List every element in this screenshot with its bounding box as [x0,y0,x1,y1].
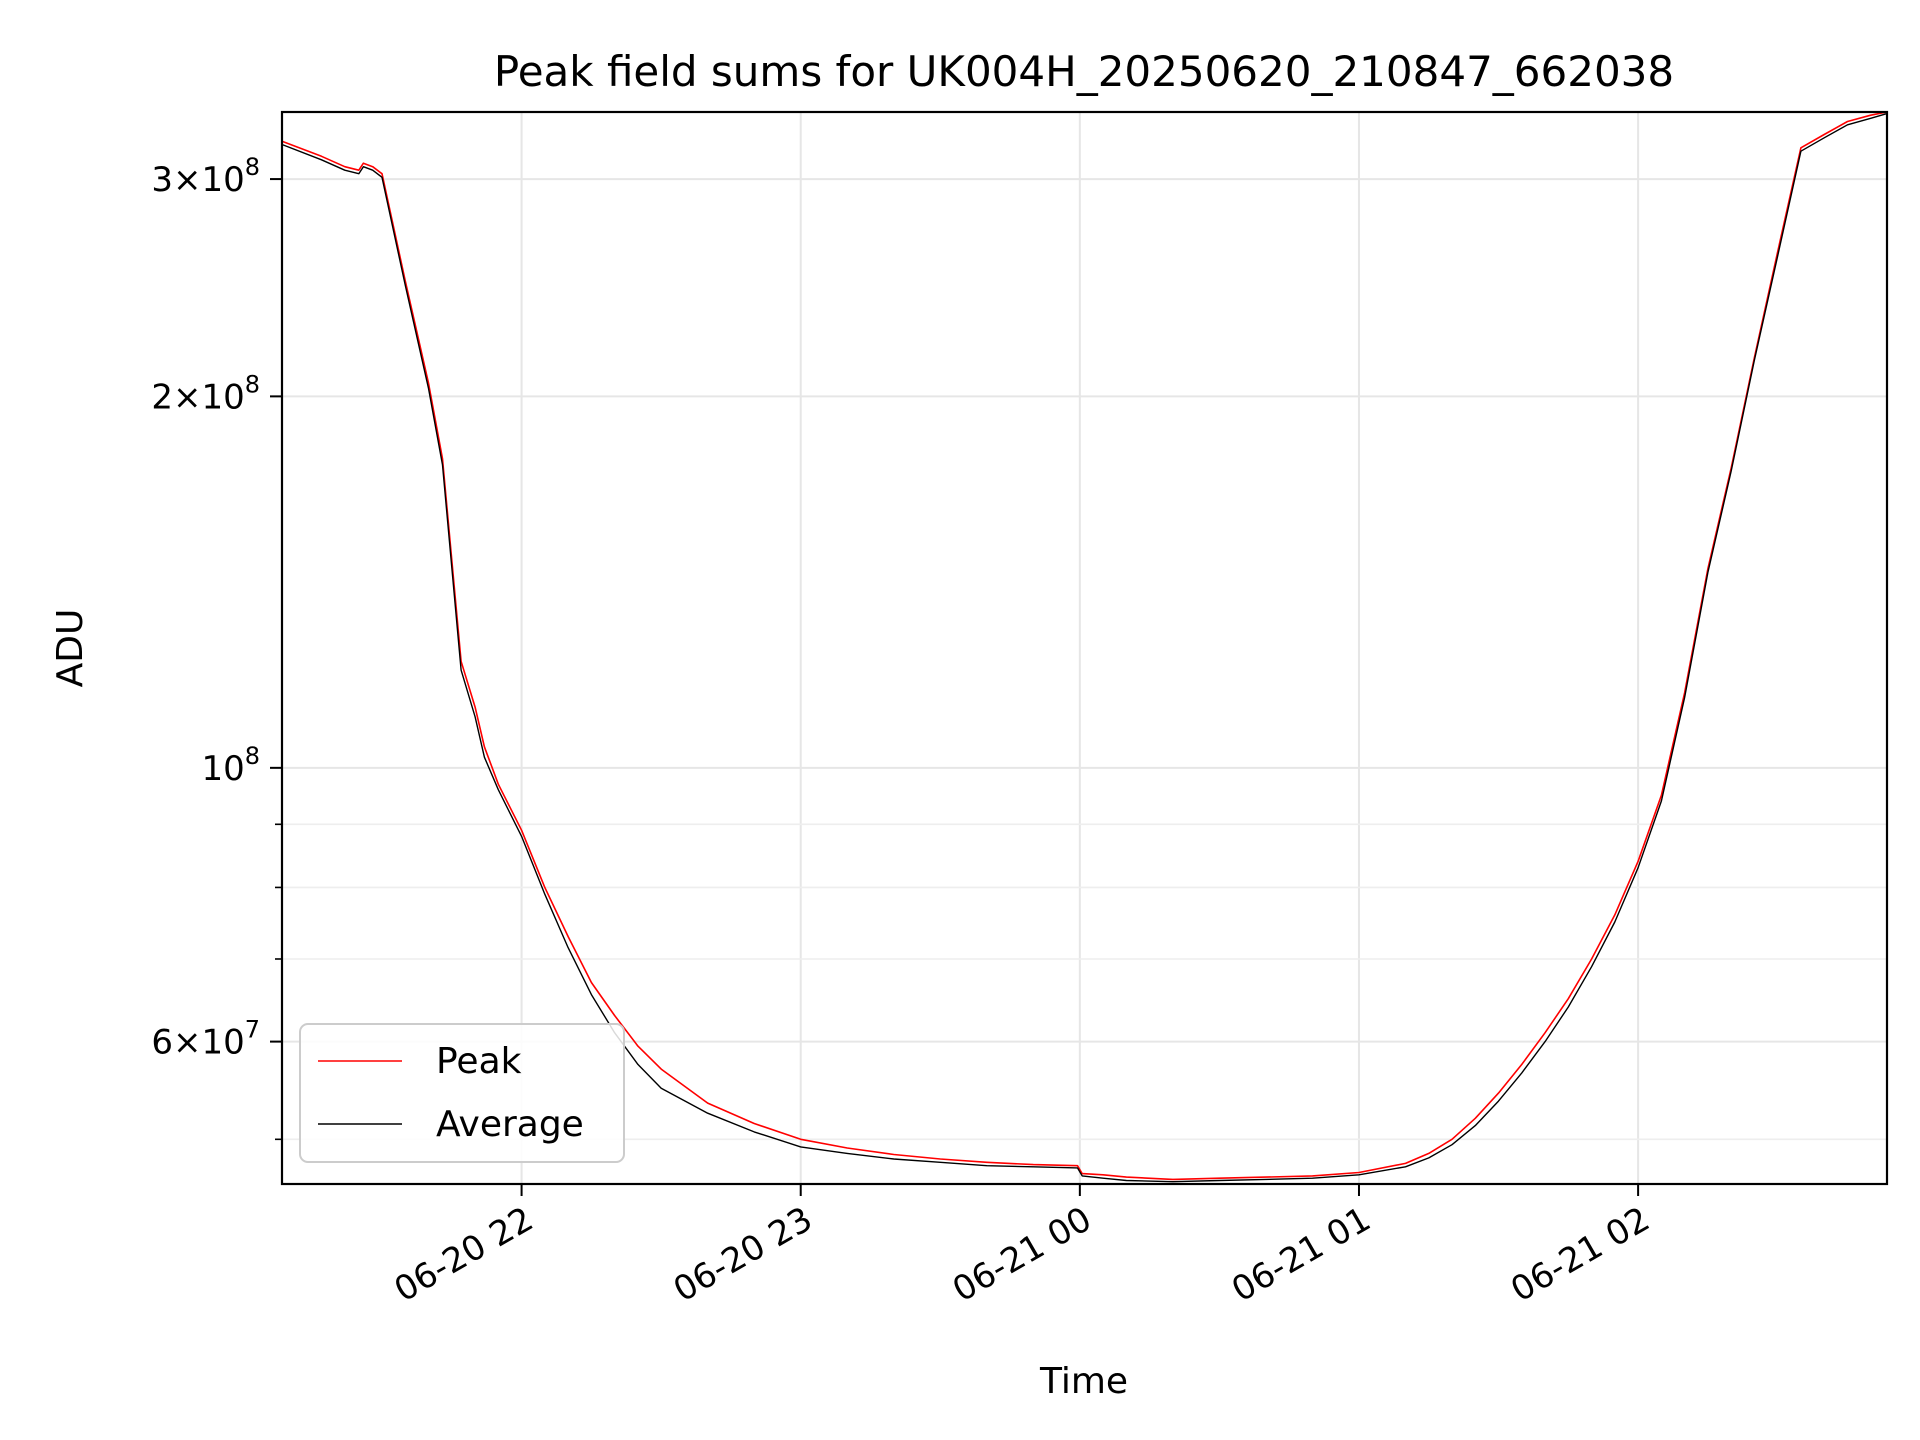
y-tick-label: 3×108 [151,153,260,200]
y-tick-label: 108 [201,742,260,789]
series-line-peak [281,111,1888,1181]
legend: Peak Average [299,1023,625,1163]
legend-label-average: Average [436,1104,584,1145]
series-layer [281,111,1888,1183]
y-axis-label: ADU [50,609,91,688]
y-tick-label: 6×107 [151,1016,260,1063]
chart-title: Peak field sums for UK004H_20250620_2108… [494,47,1674,96]
legend-label-peak: Peak [436,1041,522,1082]
y-tick-label: 2×108 [151,370,260,417]
series-line-average [281,112,1888,1183]
x-axis-label: Time [1039,1361,1128,1402]
plot-frame [280,110,1889,1186]
legend-box [299,1023,625,1163]
